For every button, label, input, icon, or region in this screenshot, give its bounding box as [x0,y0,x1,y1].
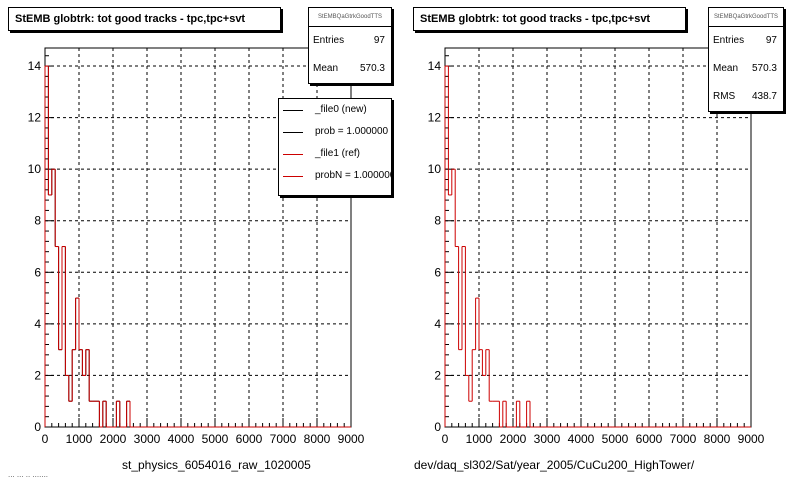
stats-row-mean: Mean 570.3 [309,55,391,83]
x-axis-label-right: dev/daq_sl302/Sat/year_2005/CuCu200_High… [414,458,695,472]
y-tick-label: 14 [28,59,42,73]
legend-label: _file1 (ref) [315,148,361,159]
x-tick-label: 4000 [168,432,195,446]
x-tick-label: 4000 [568,432,595,446]
stats-histogram-name: StEMBQaGtrkGoodTTS [309,8,391,27]
legend-swatch [283,154,303,155]
x-tick-label: 3000 [134,432,161,446]
x-tick-label: 7000 [270,432,297,446]
chart-title-text: StEMB globtrk: tot good tracks - tpc,tpc… [15,13,246,25]
x-tick-label: 9000 [338,432,365,446]
x-tick-label: 5000 [202,432,229,446]
x-tick-label: 1000 [466,432,493,446]
stats-value: 570.3 [751,63,777,74]
y-tick-label: 10 [28,162,42,176]
stats-row-rms: RMS 438.7 [709,83,783,111]
stats-label: Entries [313,35,345,46]
stats-value: 570.3 [359,63,385,74]
x-tick-label: 6000 [236,432,263,446]
stats-row-mean: Mean 570.3 [709,55,783,83]
stats-row-entries: Entries 97 [309,27,391,55]
stats-row-entries: Entries 97 [709,27,783,55]
x-tick-label: 5000 [602,432,629,446]
legend-swatch [283,176,303,177]
stats-label: Mean [713,63,739,74]
legend-entry: prob = 1.000000 [279,121,391,143]
x-tick-label: 2000 [100,432,127,446]
x-tick-label: 2000 [500,432,527,446]
y-tick-label: 4 [434,317,441,331]
x-axis-label-left: st_physics_6054016_raw_1020005 [122,458,311,472]
histogram-series [444,65,751,428]
chart-title-left: StEMB globtrk: tot good tracks - tpc,tpc… [8,7,281,31]
plot-frame [444,47,752,428]
x-tick-label: 9000 [738,432,765,446]
histogram-plot-right: 0 1000 2000 3000 4000 5000 6000 7000 8000 9000 0 2 4… [428,47,765,446]
stats-value: 97 [765,35,777,46]
y-tick-label: 10 [428,162,442,176]
stats-label: RMS [713,91,736,102]
x-tick-label: 7000 [670,432,697,446]
y-tick-label: 0 [34,420,41,434]
legend-entry: _file0 (new) [279,99,391,121]
chart-title-text: StEMB globtrk: tot good tracks - tpc,tpc… [420,13,651,25]
stats-box-left: StEMBQaGtrkGoodTTS Entries 97 Mean 570.3 [308,7,392,84]
legend-label: probN = 1.000000 [315,170,392,181]
y-tick-label: 12 [28,111,42,125]
y-tick-label: 2 [434,368,441,382]
x-tick-label: 0 [42,432,49,446]
stats-label: Mean [313,63,339,74]
legend-swatch [283,132,303,133]
stats-box-right: StEMBQaGtrkGoodTTS Entries 97 Mean 570.3… [708,7,784,112]
y-tick-label: 8 [434,214,441,228]
x-tick-label: 8000 [304,432,331,446]
chart-title-right: StEMB globtrk: tot good tracks - tpc,tpc… [413,7,686,31]
stats-label: Entries [713,35,745,46]
legend-label: _file0 (new) [315,104,367,115]
y-tick-label: 6 [34,265,41,279]
legend-swatch [283,110,303,111]
x-tick-label: 8000 [704,432,731,446]
y-tick-label: 6 [434,265,441,279]
footer-text: ... ... .. ....... [8,470,49,479]
y-tick-label: 2 [34,368,41,382]
y-tick-label: 12 [428,111,442,125]
stats-value: 438.7 [751,91,777,102]
x-tick-label: 6000 [636,432,663,446]
y-tick-label: 4 [34,317,41,331]
stats-histogram-name: StEMBQaGtrkGoodTTS [709,8,783,27]
x-tick-label: 3000 [534,432,561,446]
y-tick-label: 0 [434,420,441,434]
legend-entry: _file1 (ref) [279,143,391,165]
y-tick-label: 14 [428,59,442,73]
stats-value: 97 [373,35,385,46]
histogram-plot-left: 0 1000 2000 3000 4000 5000 6000 7000 8000 9000 0 2 4… [28,47,365,446]
legend-label: prob = 1.000000 [315,126,389,137]
y-tick-label: 8 [34,214,41,228]
legend-box: _file0 (new) prob = 1.000000 _file1 (ref… [278,98,392,196]
x-tick-label: 0 [442,432,449,446]
x-tick-label: 1000 [66,432,93,446]
histogram-series [44,65,351,428]
legend-entry: probN = 1.000000 [279,165,391,187]
